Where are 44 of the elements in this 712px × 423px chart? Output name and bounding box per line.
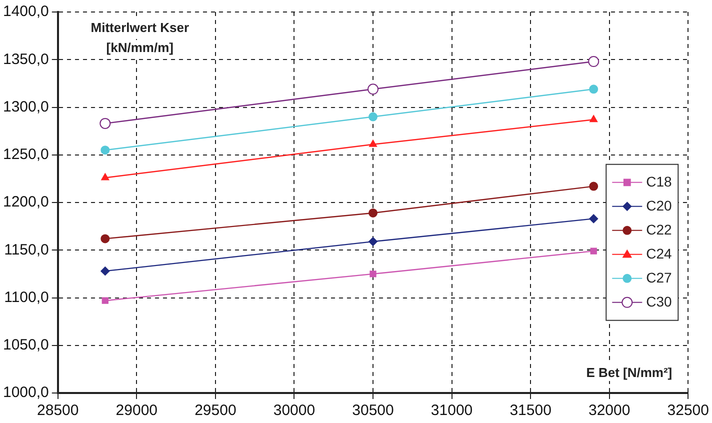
y-tick-label: 1350,0 xyxy=(2,50,49,68)
point xyxy=(589,84,598,94)
point xyxy=(100,234,110,244)
x-axis-title: E Bet [N/mm²] xyxy=(586,365,672,380)
y-tick-label: 1400,0 xyxy=(2,3,49,20)
point xyxy=(368,84,379,95)
x-tick-label: 31000 xyxy=(430,402,473,420)
y-axis-title: Mitterlwert Kser [kN/mm/m] xyxy=(90,20,190,56)
point xyxy=(100,266,110,276)
x-tick-label: 31500 xyxy=(510,402,552,420)
y-tick-label: 1200,0 xyxy=(2,194,49,211)
point xyxy=(100,146,110,155)
point xyxy=(590,248,597,254)
y-tick-label: 1300,0 xyxy=(2,98,49,116)
y-tick-label: 1000,0 xyxy=(2,384,49,402)
legend-label: C27 xyxy=(646,269,672,286)
point xyxy=(370,270,376,278)
point xyxy=(102,297,108,304)
legend-label: C18 xyxy=(646,173,672,190)
point xyxy=(100,118,111,129)
y-tick-label: 1150,0 xyxy=(4,241,49,258)
point xyxy=(369,140,377,147)
point xyxy=(368,237,378,246)
point xyxy=(101,173,110,180)
point xyxy=(589,182,598,191)
point xyxy=(590,115,598,122)
legend-label: C22 xyxy=(646,221,672,238)
y-tick-label: 1050,0 xyxy=(2,336,49,354)
x-tick-label: 28500 xyxy=(37,402,79,420)
x-tick-label: 32000 xyxy=(588,402,630,420)
legend-label: C24 xyxy=(646,245,672,262)
point xyxy=(588,56,600,68)
point xyxy=(368,112,378,122)
point xyxy=(589,214,598,224)
y-tick-label: 1250,0 xyxy=(2,146,49,164)
y-tick-label: 1100,0 xyxy=(4,288,49,306)
x-tick-label: 32500 xyxy=(667,402,710,420)
legend-label: C30 xyxy=(646,293,672,310)
x-tick-label: 29500 xyxy=(194,402,236,420)
point xyxy=(368,208,378,218)
x-tick-label: 30000 xyxy=(273,402,316,420)
x-tick-label: 30500 xyxy=(352,402,394,420)
legend-label: C20 xyxy=(646,197,672,214)
x-tick-label: 29000 xyxy=(116,402,158,420)
